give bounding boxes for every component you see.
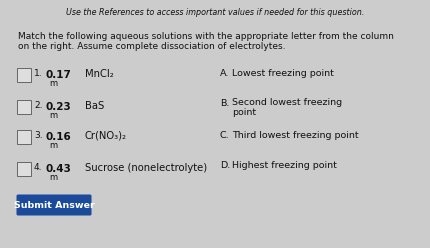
Text: Highest freezing point: Highest freezing point <box>231 161 336 171</box>
Text: C.: C. <box>219 131 229 141</box>
FancyBboxPatch shape <box>16 194 91 216</box>
Text: m: m <box>49 111 57 120</box>
Text: m: m <box>49 141 57 150</box>
Text: 0.43: 0.43 <box>46 164 72 174</box>
Text: 3.: 3. <box>34 131 43 141</box>
Text: m: m <box>49 79 57 88</box>
Text: Use the References to access important values if needed for this question.: Use the References to access important v… <box>66 8 363 17</box>
Text: Third lowest freezing point: Third lowest freezing point <box>231 131 358 141</box>
Text: Cr(NO₃)₂: Cr(NO₃)₂ <box>85 131 127 141</box>
Text: m: m <box>49 173 57 182</box>
Text: 0.16: 0.16 <box>46 132 71 142</box>
FancyBboxPatch shape <box>18 129 31 144</box>
Text: D.: D. <box>219 161 230 171</box>
Text: BaS: BaS <box>85 101 104 111</box>
Text: B.: B. <box>219 98 229 107</box>
Text: Lowest freezing point: Lowest freezing point <box>231 69 333 79</box>
Text: A.: A. <box>219 69 229 79</box>
Text: on the right. Assume complete dissociation of electrolytes.: on the right. Assume complete dissociati… <box>18 42 285 51</box>
Text: Sucrose (nonelectrolyte): Sucrose (nonelectrolyte) <box>85 163 207 173</box>
Text: Match the following aqueous solutions with the appropriate letter from the colum: Match the following aqueous solutions wi… <box>18 32 393 41</box>
Text: Second lowest freezing: Second lowest freezing <box>231 98 341 107</box>
Text: 0.23: 0.23 <box>46 102 71 112</box>
Text: MnCl₂: MnCl₂ <box>85 69 114 79</box>
FancyBboxPatch shape <box>18 99 31 114</box>
Text: 4.: 4. <box>34 163 43 173</box>
Text: 1.: 1. <box>34 69 43 79</box>
FancyBboxPatch shape <box>18 67 31 82</box>
Text: 0.17: 0.17 <box>46 70 72 80</box>
FancyBboxPatch shape <box>18 161 31 176</box>
Text: Submit Answer: Submit Answer <box>14 200 94 210</box>
Text: point: point <box>231 108 255 117</box>
Text: 2.: 2. <box>34 101 43 111</box>
